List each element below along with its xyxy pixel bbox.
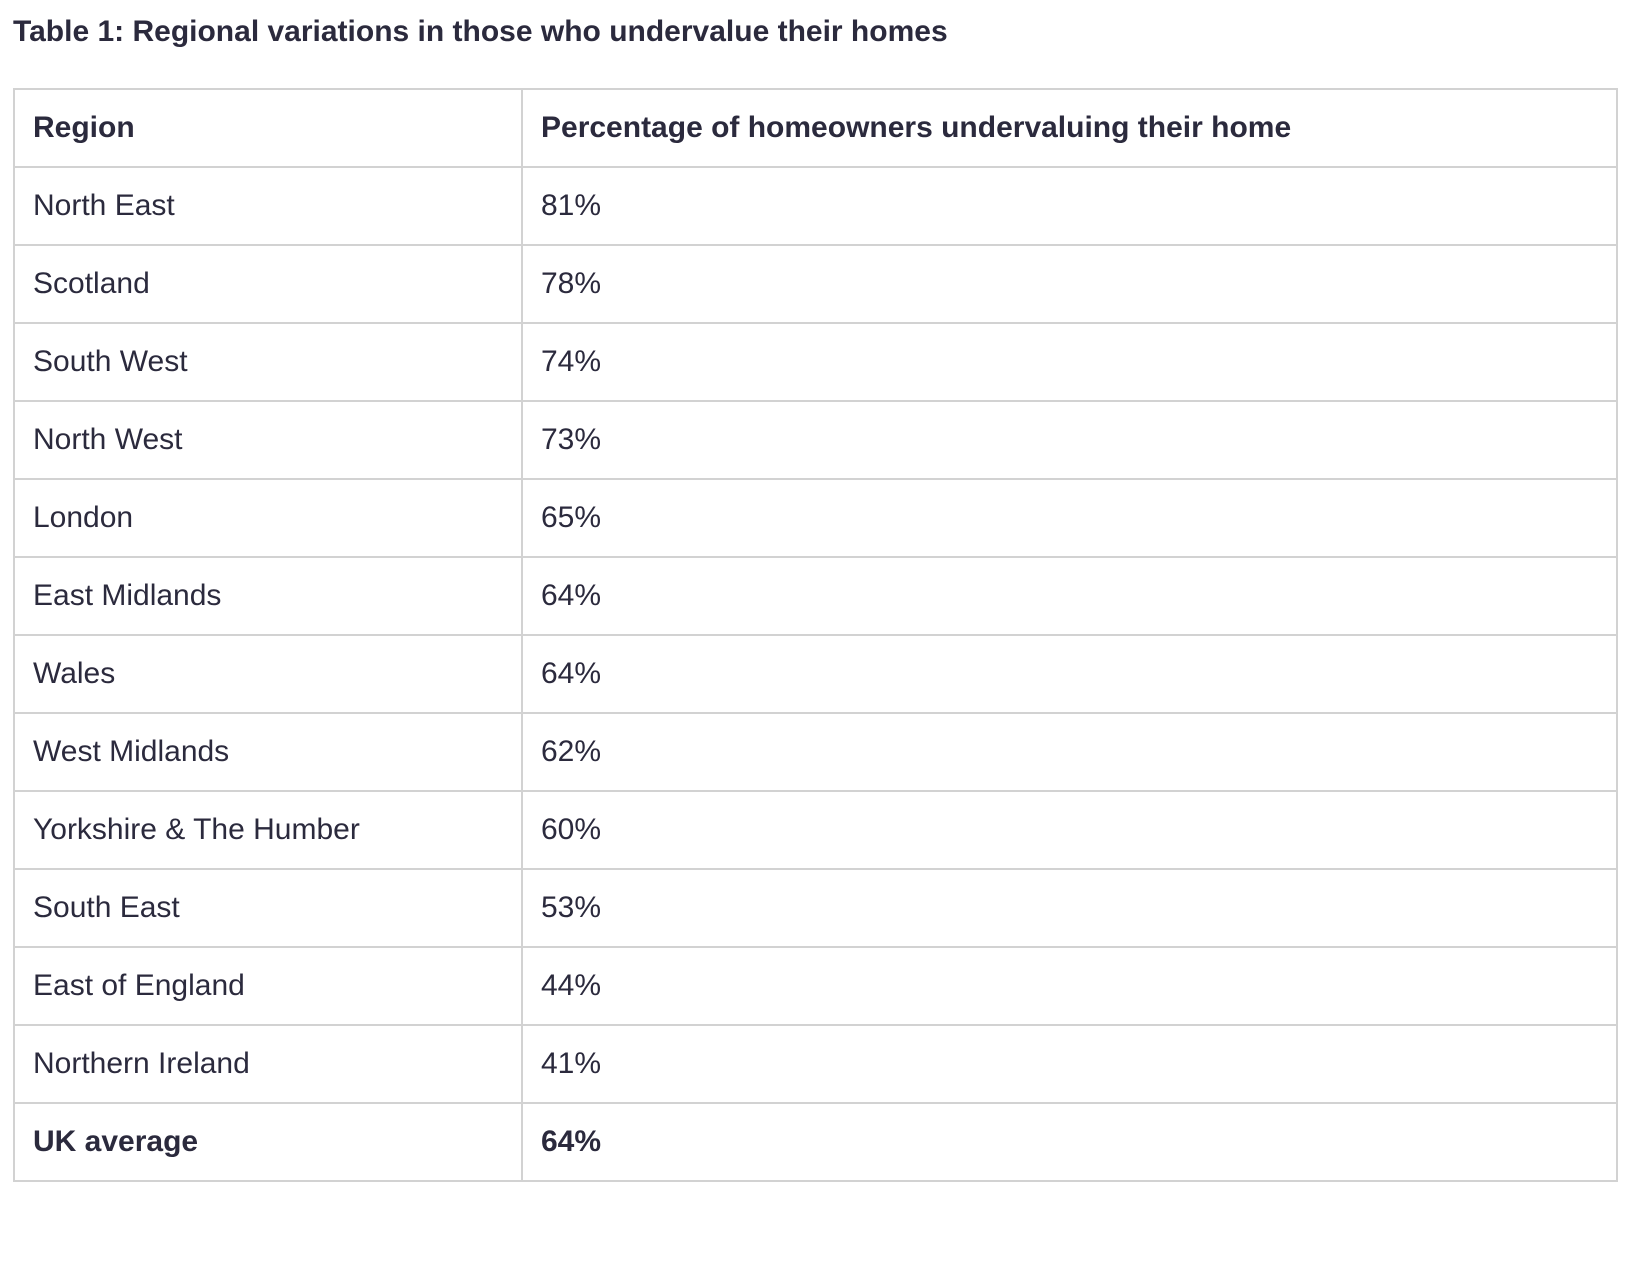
cell-percentage: 62%: [521, 712, 1618, 792]
table-row: Scotland 78%: [13, 244, 1618, 324]
cell-percentage: 53%: [521, 868, 1618, 948]
table-row: London 65%: [13, 478, 1618, 558]
cell-region: East Midlands: [13, 556, 523, 636]
table-row: South East 53%: [13, 868, 1618, 948]
table-row: South West 74%: [13, 322, 1618, 402]
cell-region: North East: [13, 166, 523, 246]
cell-region: London: [13, 478, 523, 558]
cell-percentage: 74%: [521, 322, 1618, 402]
cell-percentage: 64%: [521, 634, 1618, 714]
table-row: East of England 44%: [13, 946, 1618, 1026]
table-row: West Midlands 62%: [13, 712, 1618, 792]
cell-region: Scotland: [13, 244, 523, 324]
cell-region: Wales: [13, 634, 523, 714]
cell-percentage: 64%: [521, 556, 1618, 636]
cell-region: Yorkshire & The Humber: [13, 790, 523, 870]
table-row: Wales 64%: [13, 634, 1618, 714]
header-percentage: Percentage of homeowners undervaluing th…: [521, 88, 1618, 168]
cell-region: West Midlands: [13, 712, 523, 792]
cell-percentage: 65%: [521, 478, 1618, 558]
cell-region-summary: UK average: [13, 1102, 523, 1182]
table-header-row: Region Percentage of homeowners underval…: [13, 88, 1618, 168]
table-row: North East 81%: [13, 166, 1618, 246]
cell-region: East of England: [13, 946, 523, 1026]
cell-percentage: 81%: [521, 166, 1618, 246]
cell-region: North West: [13, 400, 523, 480]
cell-percentage-summary: 64%: [521, 1102, 1618, 1182]
table-row: East Midlands 64%: [13, 556, 1618, 636]
table-row: Yorkshire & The Humber 60%: [13, 790, 1618, 870]
header-region: Region: [13, 88, 523, 168]
table-row: North West 73%: [13, 400, 1618, 480]
table-caption: Table 1: Regional variations in those wh…: [13, 15, 948, 48]
table-row: Northern Ireland 41%: [13, 1024, 1618, 1104]
cell-region: South West: [13, 322, 523, 402]
cell-percentage: 78%: [521, 244, 1618, 324]
cell-percentage: 60%: [521, 790, 1618, 870]
cell-region: South East: [13, 868, 523, 948]
cell-percentage: 73%: [521, 400, 1618, 480]
uk-average-row: UK average 64%: [13, 1102, 1618, 1182]
cell-percentage: 41%: [521, 1024, 1618, 1104]
cell-percentage: 44%: [521, 946, 1618, 1026]
regional-undervalue-table: Region Percentage of homeowners underval…: [13, 88, 1618, 1182]
cell-region: Northern Ireland: [13, 1024, 523, 1104]
